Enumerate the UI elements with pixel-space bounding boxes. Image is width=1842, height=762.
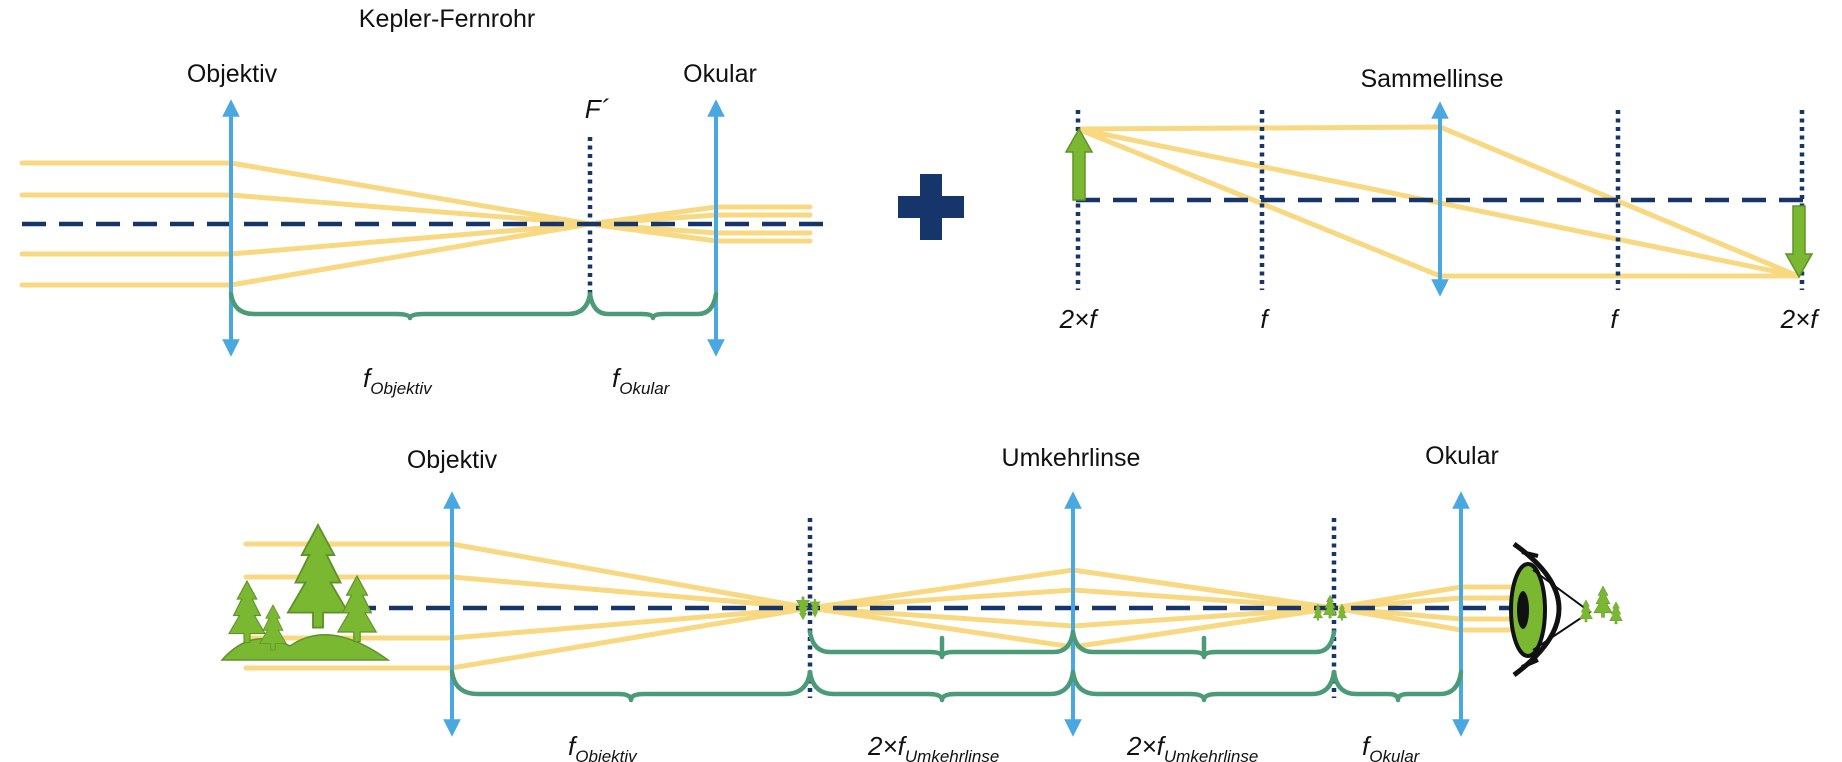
two-f-inverter-label-1: 2×fUmkehrlinse (867, 731, 999, 762)
brace-inner-2 (1070, 629, 1337, 660)
converging-lens-panel: Sammellinse 2×f f f 2×f (1059, 65, 1821, 334)
terrestrial-panel: Objektiv Umkehrlinse Okular fObjektiv 2×… (220, 442, 1623, 762)
arrow-object-icon (1064, 127, 1094, 201)
two-f-inverter-label-2: 2×fUmkehrlinse (1126, 731, 1258, 762)
kepler-f-eyepiece-label: fOkular (612, 363, 671, 398)
converging-lens-title: Sammellinse (1360, 65, 1503, 93)
kepler-brace-f-objective (228, 291, 593, 321)
brace-f-eyepiece (1331, 669, 1464, 703)
brace-inner-1 (807, 629, 1076, 660)
kepler-brace-f-eyepiece (587, 291, 719, 321)
terrestrial-eyepiece-label: Okular (1425, 442, 1499, 470)
mark-f-right: f (1610, 304, 1620, 334)
kepler-f-objective-label: fObjektiv (363, 363, 433, 398)
brace-2f-inverter-2 (1070, 669, 1337, 703)
brace-f-objective (449, 669, 813, 703)
terrestrial-f-eyepiece-label: fOkular (1362, 731, 1421, 762)
kepler-eyepiece-label: Okular (683, 60, 757, 88)
kepler-title: Kepler-Fernrohr (359, 5, 535, 33)
eye-icon (1509, 541, 1592, 678)
mark-2f-right: 2×f (1780, 304, 1821, 334)
mark-f-left: f (1260, 304, 1270, 334)
kepler-panel: Kepler-Fernrohr Objektiv Okular F´ fObje… (19, 5, 830, 398)
mark-2f-left: 2×f (1059, 304, 1100, 334)
upright-image-icon (1313, 594, 1347, 621)
kepler-focal-point-label: F´ (585, 94, 610, 124)
arrow-image-icon (1784, 205, 1814, 279)
brace-2f-inverter-1 (807, 669, 1076, 703)
tree-icon (220, 524, 391, 661)
kepler-objective-label: Objektiv (187, 60, 278, 88)
perceived-image-icon (1579, 585, 1623, 625)
terrestrial-f-objective-label: fObjektiv (568, 731, 638, 762)
plus-icon (898, 174, 964, 240)
terrestrial-inverter-label: Umkehrlinse (1002, 444, 1141, 472)
terrestrial-objective-label: Objektiv (407, 446, 498, 474)
